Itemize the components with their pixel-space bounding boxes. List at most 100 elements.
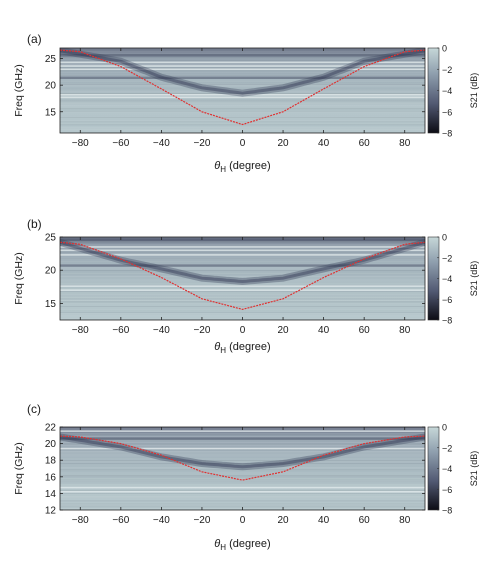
heatmap-texture-stripe xyxy=(60,264,425,265)
heatmap-absorption-curve xyxy=(60,48,425,97)
x-tick-label: −40 xyxy=(153,515,170,526)
y-tick-label: 14 xyxy=(45,489,57,500)
heatmap-texture-stripe xyxy=(60,296,425,297)
x-tick-label: 20 xyxy=(277,325,289,336)
heatmap-texture-stripe xyxy=(60,315,425,316)
heatmap-texture-stripe xyxy=(60,88,425,90)
heatmap-texture-stripe xyxy=(60,506,425,508)
colorbar-tick-label: −6 xyxy=(442,485,452,495)
y-tick-label: 15 xyxy=(45,299,57,310)
heatmap-texture-stripe xyxy=(60,489,425,490)
heatmap-light-band xyxy=(60,430,425,432)
heatmap-texture-stripe xyxy=(60,300,425,301)
heatmap-texture-stripe xyxy=(60,503,425,505)
heatmap-texture-stripe xyxy=(60,240,425,241)
heatmap-texture-stripe xyxy=(60,108,425,109)
heatmap-texture-stripe xyxy=(60,274,425,276)
heatmap-texture-stripe xyxy=(60,499,425,500)
heatmap-texture-stripe xyxy=(60,53,425,54)
x-tick-label: 20 xyxy=(277,138,289,149)
heatmap-texture-stripe xyxy=(60,478,425,479)
colorbar-tick-label: −4 xyxy=(442,86,452,96)
heatmap-texture-stripe xyxy=(60,249,425,250)
x-tick-label: −60 xyxy=(112,325,129,336)
heatmap-field xyxy=(60,427,425,510)
colorbar-tick-label: −4 xyxy=(442,274,452,284)
heatmap-texture-stripe xyxy=(60,293,425,294)
heatmap-texture-stripe xyxy=(60,60,425,61)
heatmap-texture-stripe xyxy=(60,301,425,303)
x-tick-label: 60 xyxy=(359,138,371,149)
heatmap-texture-stripe xyxy=(60,117,425,118)
y-axis-label: Freq (GHz) xyxy=(13,252,25,305)
colorbar-tick-label: 0 xyxy=(442,423,447,433)
heatmap-light-band xyxy=(60,96,425,99)
fit-curve xyxy=(60,49,425,126)
x-tick-label: 40 xyxy=(318,515,330,526)
colorbar-tick-label: −2 xyxy=(442,443,452,453)
heatmap-texture-stripe xyxy=(60,57,425,58)
heatmap-texture-stripe xyxy=(60,455,425,457)
heatmap-texture-stripe xyxy=(60,303,425,304)
heatmap-texture-stripe xyxy=(60,436,425,437)
heatmap-texture-stripe xyxy=(60,306,425,307)
heatmap-texture-stripe xyxy=(60,308,425,309)
heatmap-texture-stripe xyxy=(60,78,425,79)
heatmap-texture-stripe xyxy=(60,454,425,455)
heatmap-absorption-curve xyxy=(60,238,425,286)
heatmap-texture-stripe xyxy=(60,490,425,491)
heatmap-texture-stripe xyxy=(60,483,425,484)
heatmap-texture-stripe xyxy=(60,73,425,75)
heatmap-texture-stripe xyxy=(60,294,425,295)
x-tick-label: −20 xyxy=(193,515,210,526)
colorbar-tick-label: 0 xyxy=(442,233,447,243)
heatmap-texture-stripe xyxy=(60,54,425,55)
heatmap-light-band xyxy=(60,249,425,252)
x-tick-label: 40 xyxy=(318,138,330,149)
panel-label: (b) xyxy=(27,217,42,231)
heatmap-texture-stripe xyxy=(60,93,425,94)
heatmap-texture-stripe xyxy=(60,116,425,117)
heatmap-texture-stripe xyxy=(60,461,425,463)
heatmap-texture-stripe xyxy=(60,99,425,100)
heatmap-texture-stripe xyxy=(60,96,425,97)
heatmap-texture-stripe xyxy=(60,276,425,277)
heatmap-texture-stripe xyxy=(60,70,425,72)
heatmap-texture-stripe xyxy=(60,481,425,482)
y-tick-label: 18 xyxy=(45,456,57,467)
x-axis-label: θH (degree) xyxy=(214,538,270,552)
fit-curve xyxy=(60,241,425,311)
heatmap-texture-stripe xyxy=(60,441,425,442)
heatmap-texture-stripe xyxy=(60,494,425,496)
heatmap-texture-stripe xyxy=(60,467,425,469)
heatmap-texture-stripe xyxy=(60,469,425,470)
y-tick-label: 25 xyxy=(45,54,57,65)
heatmap-texture-stripe xyxy=(60,312,425,313)
heatmap-texture-stripe xyxy=(60,119,425,120)
colorbar-tick-label: −6 xyxy=(442,107,452,117)
heatmap-texture-stripe xyxy=(60,243,425,244)
heatmap-texture-stripe xyxy=(60,106,425,108)
x-tick-label: 0 xyxy=(240,515,246,526)
heatmap-dark-band xyxy=(60,437,425,440)
heatmap-texture-stripe xyxy=(60,457,425,458)
heatmap-absorption-curve xyxy=(60,433,425,471)
x-axis-label: θH (degree) xyxy=(214,341,270,355)
heatmap-texture-stripe xyxy=(60,434,425,436)
x-tick-label: 0 xyxy=(240,325,246,336)
heatmap-texture-stripe xyxy=(60,297,425,298)
heatmap-texture-stripe xyxy=(60,484,425,485)
heatmap-texture-stripe xyxy=(60,51,425,52)
heatmap-texture-stripe xyxy=(60,247,425,249)
fit-curve xyxy=(60,435,425,481)
heatmap-texture-stripe xyxy=(60,291,425,292)
heatmap-texture-stripe xyxy=(60,305,425,306)
heatmap-texture-stripe xyxy=(60,497,425,499)
heatmap-texture-stripe xyxy=(60,316,425,318)
x-tick-label: −40 xyxy=(153,138,170,149)
heatmap-light-band xyxy=(60,285,425,287)
heatmap-texture-stripe xyxy=(60,127,425,129)
